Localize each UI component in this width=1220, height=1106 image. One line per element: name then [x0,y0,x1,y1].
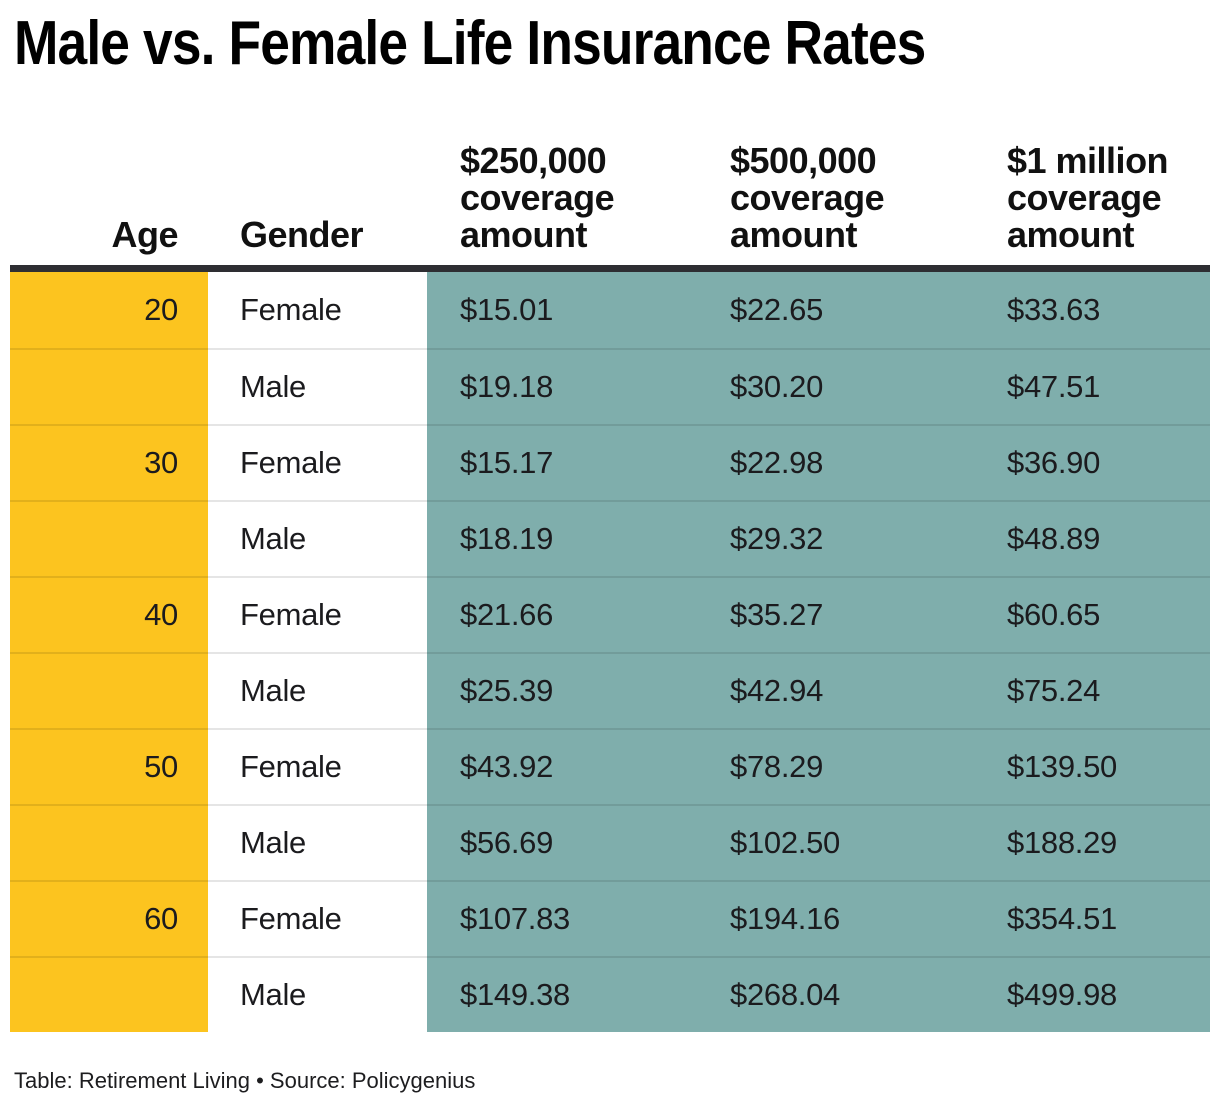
gender-cell: Female [208,576,427,652]
gender-cell: Male [208,348,427,424]
coverage-1m-cell: $75.24 [974,652,1210,728]
coverage-250k-cell: $18.19 [427,500,697,576]
column-header-gender: Gender [240,214,364,255]
coverage-500k-cell: $29.32 [697,500,974,576]
age-cell [10,500,208,576]
coverage-500k-cell: $22.65 [697,272,974,348]
table-row: 30 Female $15.17 $22.98 $36.90 [10,424,1210,500]
coverage-250k-cell: $107.83 [427,880,697,956]
coverage-1m-cell: $33.63 [974,272,1210,348]
gender-cell: Male [208,652,427,728]
table-row: Male $56.69 $102.50 $188.29 [10,804,1210,880]
gender-cell: Male [208,500,427,576]
age-cell: 30 [10,424,208,500]
column-header-age: Age [111,214,178,255]
coverage-1m-cell: $139.50 [974,728,1210,804]
table-row: 40 Female $21.66 $35.27 $60.65 [10,576,1210,652]
age-cell [10,348,208,424]
coverage-500k-cell: $194.16 [697,880,974,956]
coverage-1m-cell: $499.98 [974,956,1210,1032]
gender-cell: Female [208,880,427,956]
table-attribution: Table: Retirement Living • Source: Polic… [14,1068,476,1093]
table-row: 20 Female $15.01 $22.65 $33.63 [10,272,1210,348]
coverage-1m-cell: $188.29 [974,804,1210,880]
coverage-250k-cell: $19.18 [427,348,697,424]
column-header-500k-coverage: $500,000 coverage amount [730,140,885,255]
table-body: 20 Female $15.01 $22.65 $33.63 Male $19.… [10,272,1210,1032]
gender-cell: Male [208,956,427,1032]
column-header-1m-coverage: $1 million coverage amount [1007,140,1169,255]
coverage-250k-cell: $15.01 [427,272,697,348]
gender-cell: Female [208,728,427,804]
table-header-row: Age Gender $250,000 coverage amount $500… [10,118,1210,253]
table-row: Male $149.38 $268.04 $499.98 [10,956,1210,1032]
coverage-1m-cell: $354.51 [974,880,1210,956]
table-row: 60 Female $107.83 $194.16 $354.51 [10,880,1210,956]
age-cell: 50 [10,728,208,804]
table-row: Male $18.19 $29.32 $48.89 [10,500,1210,576]
coverage-500k-cell: $268.04 [697,956,974,1032]
age-cell: 20 [10,272,208,348]
age-cell: 40 [10,576,208,652]
coverage-1m-cell: $47.51 [974,348,1210,424]
coverage-250k-cell: $56.69 [427,804,697,880]
coverage-1m-cell: $36.90 [974,424,1210,500]
page-title: Male vs. Female Life Insurance Rates [14,9,926,78]
coverage-500k-cell: $35.27 [697,576,974,652]
age-cell [10,956,208,1032]
table-row: Male $25.39 $42.94 $75.24 [10,652,1210,728]
age-cell: 60 [10,880,208,956]
coverage-250k-cell: $43.92 [427,728,697,804]
coverage-1m-cell: $60.65 [974,576,1210,652]
column-header-250k-coverage: $250,000 coverage amount [460,140,615,255]
coverage-500k-cell: $42.94 [697,652,974,728]
coverage-250k-cell: $15.17 [427,424,697,500]
coverage-500k-cell: $30.20 [697,348,974,424]
gender-cell: Male [208,804,427,880]
gender-cell: Female [208,424,427,500]
gender-cell: Female [208,272,427,348]
coverage-500k-cell: $78.29 [697,728,974,804]
header-divider [10,265,1210,272]
age-cell [10,652,208,728]
coverage-250k-cell: $21.66 [427,576,697,652]
coverage-500k-cell: $22.98 [697,424,974,500]
coverage-250k-cell: $149.38 [427,956,697,1032]
table-row: 50 Female $43.92 $78.29 $139.50 [10,728,1210,804]
coverage-250k-cell: $25.39 [427,652,697,728]
coverage-1m-cell: $48.89 [974,500,1210,576]
age-cell [10,804,208,880]
table-row: Male $19.18 $30.20 $47.51 [10,348,1210,424]
coverage-500k-cell: $102.50 [697,804,974,880]
